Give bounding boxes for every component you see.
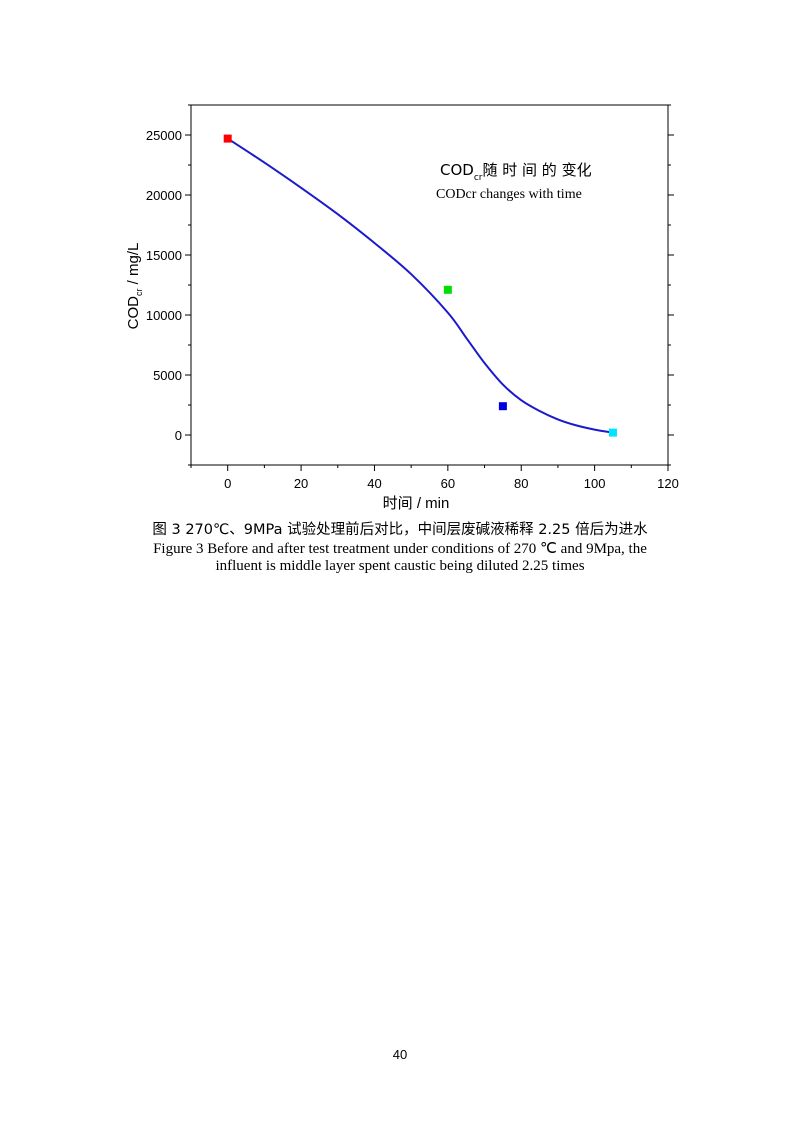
x-tick-label: 0: [224, 476, 231, 491]
y-axis-title-main: COD: [125, 296, 142, 330]
annotation-cn: CODcr随 时 间 的 变化: [440, 161, 592, 183]
x-axis-title: 时间 / min: [383, 495, 450, 512]
page-number: 40: [392, 1047, 408, 1062]
x-tick-label: 60: [441, 476, 455, 491]
data-point-0: [223, 134, 232, 143]
annotation-cn-sub: cr: [474, 173, 483, 183]
y-tick-label: 5000: [153, 368, 182, 383]
x-tick-label: 120: [657, 476, 679, 491]
y-axis-title-rest: / mg/L: [125, 243, 142, 289]
y-tick-label: 20000: [146, 188, 182, 203]
data-point-3: [608, 428, 617, 437]
figure-caption-en-line2: influent is middle layer spent caustic b…: [215, 558, 585, 574]
plot-frame: [190, 104, 669, 466]
y-axis-ticks: 0 5000 10000 15000 20000 25000: [146, 104, 674, 466]
annotation-en: CODcr changes with time: [436, 187, 582, 202]
x-tick-label: 20: [294, 476, 308, 491]
x-axis-ticks: 0 20 40 60 80 100 120: [190, 465, 679, 491]
x-tick-label: 80: [514, 476, 528, 491]
figure-caption-cn: 图 3 270℃、9MPa 试验处理前后对比，中间层废碱液稀释 2.25 倍后为…: [152, 522, 648, 538]
x-tick-label: 100: [584, 476, 606, 491]
data-point-2: [498, 402, 507, 411]
y-tick-label: 25000: [146, 128, 182, 143]
y-tick-label: 0: [175, 428, 182, 443]
y-tick-label: 15000: [146, 248, 182, 263]
y-axis-title-sub: cr: [134, 289, 144, 297]
figure-caption-en-line1: Figure 3 Before and after test treatment…: [153, 541, 647, 557]
data-points: [223, 134, 617, 437]
y-tick-label: 10000: [146, 308, 182, 323]
x-tick-label: 40: [367, 476, 381, 491]
chart: 0 20 40 60 80 100 120 0 5000 10000 15000 20000 2500…: [125, 104, 679, 512]
data-point-1: [443, 285, 452, 294]
y-axis-title: CODcr / mg/L: [125, 243, 144, 330]
annotation-cn-rest: 随 时 间 的 变化: [483, 161, 592, 179]
fit-curve: [227, 137, 614, 434]
annotation-cn-main: COD: [440, 161, 474, 179]
